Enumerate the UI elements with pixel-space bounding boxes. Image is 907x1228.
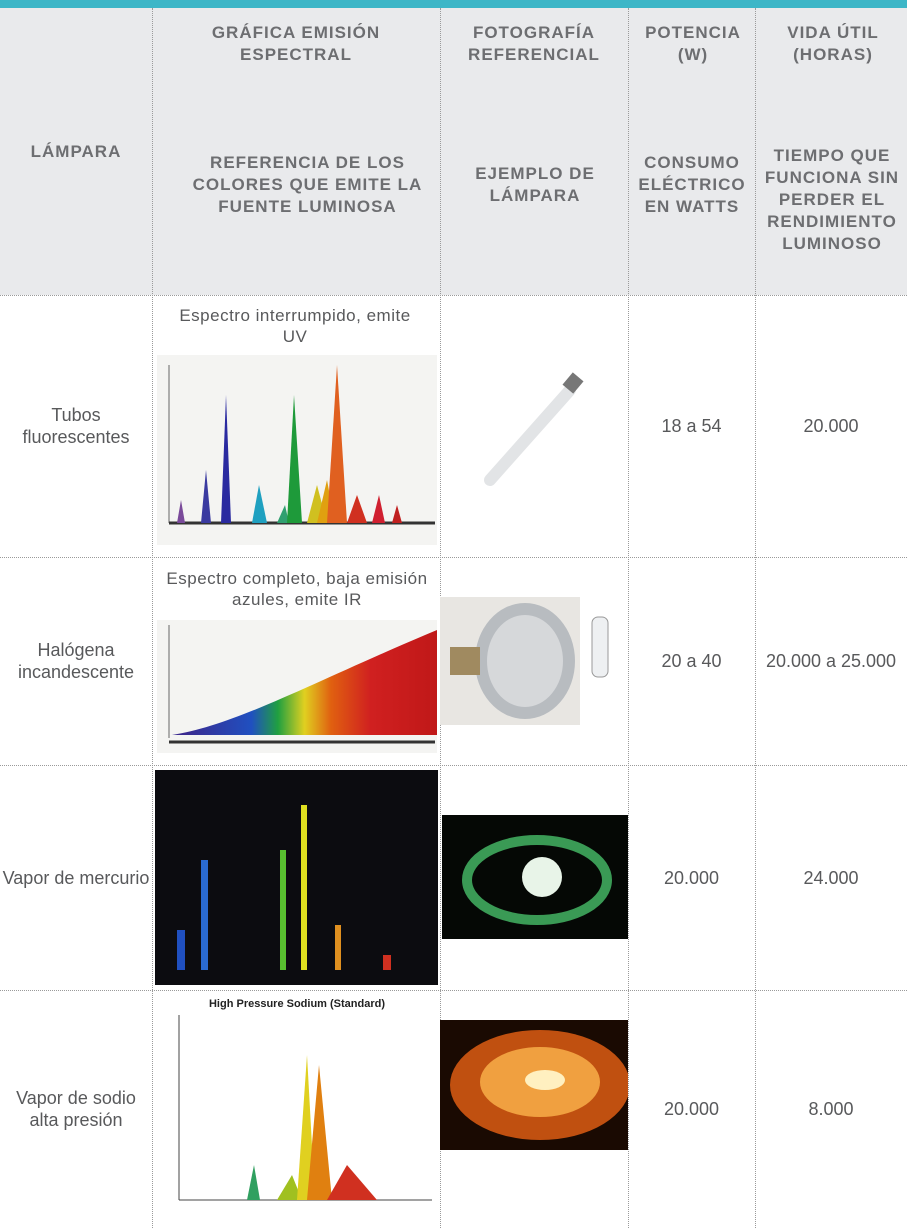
- header-cell: POTENCIA (W): [645, 23, 741, 64]
- lamp-name: Tubos fluorescentes: [22, 405, 130, 447]
- header-lamp: LÁMPARA: [30, 141, 122, 161]
- lamp-photo: [440, 1020, 628, 1150]
- life: 20.000: [803, 416, 859, 436]
- header-cell: FOTOGRAFÍA REFERENCIAL: [468, 23, 600, 64]
- spectrum-note: Espectro interrumpido, emite UV: [179, 306, 411, 346]
- top-bar: [0, 0, 907, 8]
- header-cell: EJEMPLO DE LÁMPARA: [475, 164, 595, 205]
- spectrum-image: [157, 355, 437, 545]
- column-line: [152, 8, 153, 1228]
- life: 8.000: [808, 1099, 854, 1119]
- header-cell: TIEMPO QUE FUNCIONA SIN PERDER EL RENDIM…: [764, 146, 900, 253]
- lamp-name: Vapor de sodio alta presión: [16, 1088, 136, 1130]
- life: 20.000 a 25.000: [765, 651, 897, 671]
- spectrum-title: High Pressure Sodium (Standard): [209, 998, 385, 1010]
- spectrum-image: [157, 620, 437, 753]
- row-line: [0, 765, 907, 766]
- power: 18 a 54: [661, 416, 722, 436]
- column-line: [628, 8, 629, 1228]
- header-cell: REFERENCIA DE LOS COLORES QUE EMITE LA F…: [192, 153, 423, 216]
- spectrum-image: [155, 770, 438, 985]
- lamp-photo: [440, 597, 628, 725]
- power: 20.000: [663, 867, 720, 888]
- row-line: [0, 990, 907, 991]
- lamp-photo: [442, 815, 628, 939]
- row-line: [0, 557, 907, 558]
- lamp-photo: [484, 372, 584, 486]
- header-cell: GRÁFICA EMISIÓN ESPECTRAL: [211, 23, 381, 64]
- spectrum-image: High Pressure Sodium (Standard): [157, 995, 437, 1225]
- header-cell: VIDA ÚTIL (HORAS): [787, 23, 879, 64]
- header-cell: CONSUMO ELÉCTRICO EN WATTS: [638, 153, 746, 216]
- column-line: [755, 8, 756, 1228]
- lamp-name: Vapor de mercurio: [2, 867, 150, 888]
- power: 20.000: [663, 1099, 720, 1119]
- power: 20 a 40: [661, 651, 722, 671]
- spectrum-note: Espectro completo, baja emisión azules, …: [166, 569, 428, 609]
- lamp-name: Halógena incandescente: [17, 640, 135, 682]
- life: 24.000: [803, 867, 859, 888]
- row-line: [0, 295, 907, 296]
